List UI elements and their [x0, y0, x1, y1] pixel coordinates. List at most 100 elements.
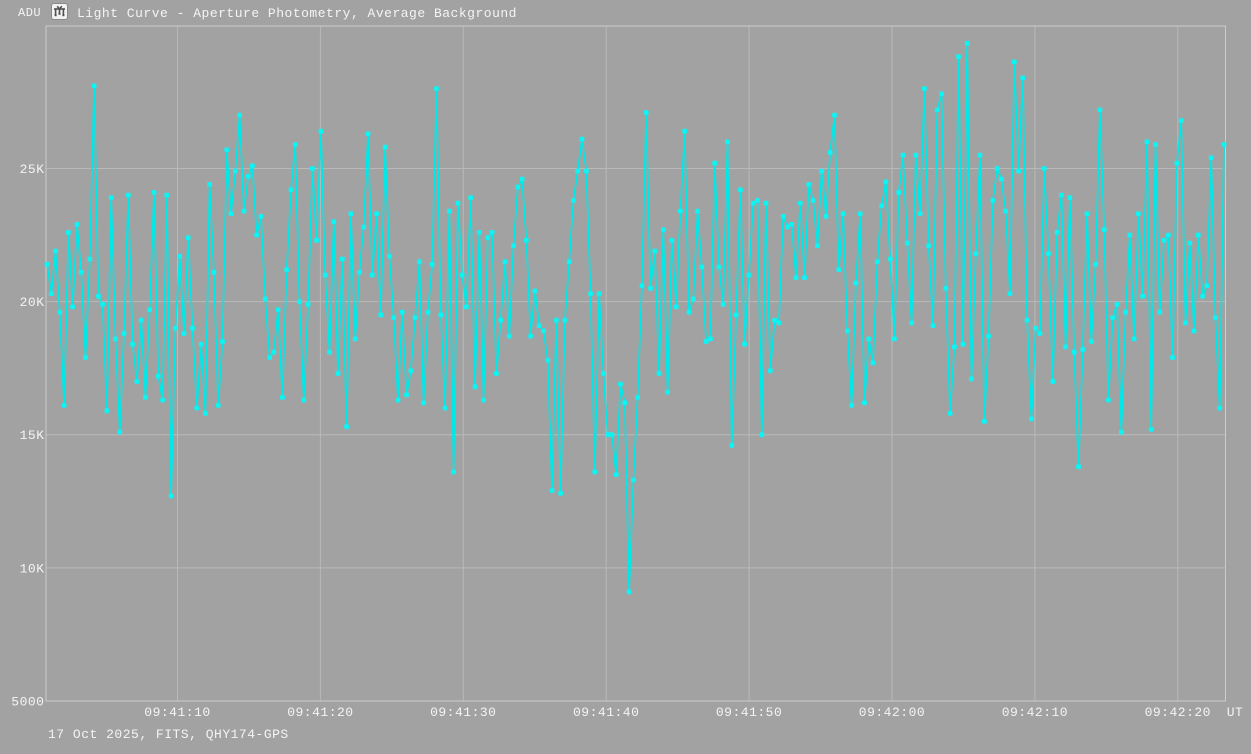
data-point-marker [922, 86, 927, 91]
data-point-marker [947, 411, 953, 416]
data-point-marker [690, 296, 696, 302]
data-point-marker [545, 357, 551, 363]
data-point-marker [314, 237, 319, 243]
data-point-marker [862, 400, 867, 406]
data-point-marker [549, 488, 555, 493]
data-point-marker [609, 432, 615, 438]
data-point-marker [1046, 251, 1051, 257]
data-point-marker [1157, 309, 1163, 315]
data-point-marker [481, 397, 486, 403]
data-point-marker [177, 253, 183, 259]
data-point-marker [232, 168, 238, 174]
x-tick-label: 09:41:30 [430, 705, 496, 720]
data-point-marker [83, 355, 88, 360]
data-point-marker [879, 203, 884, 209]
data-point-marker [883, 179, 889, 185]
data-point-marker [181, 331, 187, 336]
data-point-marker [258, 214, 264, 219]
data-point-marker [417, 259, 422, 265]
data-point-marker [511, 243, 516, 249]
data-point-marker [494, 371, 499, 376]
x-tick-label: 09:41:10 [144, 705, 210, 720]
data-point-marker [125, 192, 131, 198]
data-point-marker [374, 211, 379, 217]
data-point-marker [113, 336, 118, 342]
data-point-marker [588, 291, 593, 296]
data-point-marker [378, 312, 384, 318]
data-point-marker [583, 168, 589, 174]
data-point-marker [130, 341, 135, 347]
data-point-marker [579, 136, 585, 142]
data-point-marker [254, 232, 260, 238]
data-point-marker [1183, 320, 1188, 326]
data-point-marker [301, 397, 307, 403]
data-point-marker [1080, 347, 1086, 352]
data-point-marker [262, 296, 268, 302]
data-point-marker [866, 336, 872, 342]
data-point-marker [1123, 309, 1128, 315]
data-point-marker [725, 139, 730, 145]
data-point-marker [904, 240, 910, 246]
data-point-marker [896, 190, 902, 195]
data-point-marker [275, 307, 281, 312]
data-point-marker [1054, 230, 1060, 235]
data-point-marker [990, 198, 996, 203]
data-point-marker [566, 259, 572, 265]
data-point-marker [874, 259, 880, 265]
data-point-marker [464, 304, 469, 310]
data-point-marker [61, 403, 67, 408]
data-point-marker [575, 168, 581, 174]
data-point-marker [917, 211, 923, 217]
data-point-marker [776, 320, 782, 326]
data-point-marker [558, 490, 563, 496]
data-point-marker [596, 291, 602, 296]
data-point-marker [605, 432, 611, 438]
observation-info: 17 Oct 2025, FITS, QHY174-GPS [48, 727, 289, 742]
data-point-marker [506, 333, 512, 339]
data-point-marker [108, 195, 114, 201]
data-point-marker [806, 182, 812, 187]
data-point-marker [1217, 405, 1223, 411]
data-point-marker [160, 397, 165, 403]
y-tick-label: 15K [20, 428, 45, 443]
data-point-marker [78, 269, 84, 275]
data-point-marker [943, 285, 949, 291]
data-point-marker [571, 198, 576, 203]
data-point-marker [763, 200, 769, 206]
data-point-marker [468, 195, 474, 201]
data-point-marker [797, 200, 803, 206]
data-point-marker [956, 54, 961, 59]
y-tick-label: 5000 [11, 695, 44, 710]
light-curve-path [46, 43, 1225, 592]
data-point-marker [66, 230, 71, 235]
data-point-marker [703, 339, 709, 344]
data-point-marker [442, 405, 448, 411]
data-point-marker [827, 150, 833, 155]
data-point-marker [1037, 331, 1043, 336]
data-point-marker [1093, 261, 1098, 267]
data-point-marker [121, 331, 127, 336]
data-point-marker [271, 349, 277, 355]
data-point-marker [1208, 155, 1214, 161]
data-point-marker [74, 222, 80, 227]
data-point-marker [476, 230, 482, 235]
data-point-marker [292, 142, 298, 147]
data-point-marker [849, 403, 854, 408]
x-tick-label: 09:42:20 [1145, 705, 1211, 720]
x-tick-label: 09:41:40 [573, 705, 639, 720]
data-point-marker [280, 395, 285, 400]
data-point-marker [536, 323, 542, 328]
data-point-marker [318, 128, 324, 134]
data-point-marker [832, 112, 837, 118]
x-tick-label: 09:41:50 [716, 705, 782, 720]
data-point-marker [455, 200, 461, 206]
data-point-marker [977, 152, 983, 158]
data-point-marker [1191, 328, 1197, 334]
data-point-marker [836, 267, 842, 272]
data-point-marker [100, 301, 105, 307]
y-tick-label: 25K [20, 162, 45, 177]
data-point-marker [939, 91, 944, 97]
data-point-marker [1059, 192, 1064, 198]
data-point-marker [1076, 464, 1081, 470]
